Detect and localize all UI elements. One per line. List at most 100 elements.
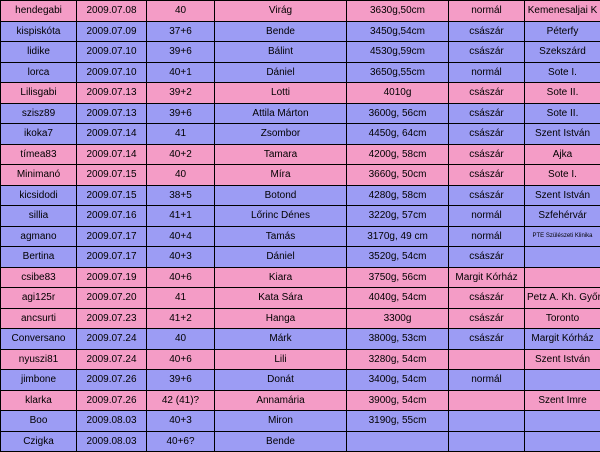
date-cell: 2009.07.17: [76, 246, 147, 268]
weight-length-cell: 3900g, 54cm: [346, 389, 449, 411]
weight-length-cell: 3750g, 56cm: [346, 266, 449, 288]
table-row: agmano 2009.07.17 40+4 Tamás 3170g, 49 cm nor…: [0, 225, 600, 247]
table-row: hendegabi 2009.07.08 40 Virág 3630g,50cm norm…: [0, 0, 600, 22]
username-cell: lidike: [0, 41, 77, 63]
hospital-cell: Ajka: [524, 143, 600, 165]
week-cell: 40+6: [146, 266, 215, 288]
table-row: kicsidodi 2009.07.15 38+5 Botond 4280g, 58cm…: [0, 184, 600, 206]
weight-length-cell: 3220g, 57cm: [346, 205, 449, 227]
delivery-cell: normál: [448, 225, 525, 247]
username-cell: ikoka7: [0, 123, 77, 145]
delivery-cell: császár: [448, 287, 525, 309]
week-cell: 37+6: [146, 20, 215, 42]
username-cell: kispiskóta: [0, 20, 77, 42]
hospital-cell: Sote I.: [524, 164, 600, 186]
baby-name-cell: Miron: [214, 410, 347, 432]
date-cell: 2009.07.26: [76, 369, 147, 391]
delivery-cell: császár: [448, 164, 525, 186]
week-cell: 40+4: [146, 225, 215, 247]
hospital-cell: [524, 430, 600, 452]
date-cell: 2009.07.10: [76, 61, 147, 83]
table-row: nyuszi81 2009.07.24 40+6 Lili 3280g, 54cm Sze…: [0, 348, 600, 370]
weight-length-cell: 4040g, 54cm: [346, 287, 449, 309]
weight-length-cell: 3400g, 54cm: [346, 369, 449, 391]
baby-name-cell: Bálint: [214, 41, 347, 63]
date-cell: 2009.07.16: [76, 205, 147, 227]
weight-length-cell: 4280g, 58cm: [346, 184, 449, 206]
hospital-cell: Szfehérvár: [524, 205, 600, 227]
baby-name-cell: Hanga: [214, 307, 347, 329]
baby-name-cell: Lőrinc Dénes: [214, 205, 347, 227]
delivery-cell: [448, 410, 525, 432]
date-cell: 2009.07.24: [76, 328, 147, 350]
week-cell: 39+6: [146, 41, 215, 63]
weight-length-cell: 3170g, 49 cm: [346, 225, 449, 247]
username-cell: Conversano: [0, 328, 77, 350]
date-cell: 2009.07.15: [76, 184, 147, 206]
baby-name-cell: Annamária: [214, 389, 347, 411]
date-cell: 2009.07.14: [76, 143, 147, 165]
week-cell: 40+6: [146, 348, 215, 370]
week-cell: 40+3: [146, 410, 215, 432]
hospital-cell: Szekszárd: [524, 41, 600, 63]
username-cell: agmano: [0, 225, 77, 247]
delivery-cell: normál: [448, 61, 525, 83]
week-cell: 41+1: [146, 205, 215, 227]
hospital-cell: [524, 246, 600, 268]
username-cell: csibe83: [0, 266, 77, 288]
delivery-cell: normál: [448, 369, 525, 391]
hospital-cell: Petz A. Kh. Győr: [524, 287, 600, 309]
week-cell: 39+6: [146, 102, 215, 124]
username-cell: agi125r: [0, 287, 77, 309]
table-row: szisz89 2009.07.13 39+6 Attila Márton 3600g,…: [0, 102, 600, 124]
username-cell: Lilisgabi: [0, 82, 77, 104]
table-row: kispiskóta 2009.07.09 37+6 Bende 3450g,54cm c…: [0, 20, 600, 42]
hospital-cell: PTE Szülészeti Klinika: [524, 225, 600, 247]
date-cell: 2009.07.13: [76, 82, 147, 104]
baby-name-cell: Zsombor: [214, 123, 347, 145]
baby-name-cell: Donát: [214, 369, 347, 391]
date-cell: 2009.07.24: [76, 348, 147, 370]
baby-name-cell: Bende: [214, 20, 347, 42]
weight-length-cell: 4450g, 64cm: [346, 123, 449, 145]
weight-length-cell: 3280g, 54cm: [346, 348, 449, 370]
week-cell: 41+2: [146, 307, 215, 329]
week-cell: 40: [146, 164, 215, 186]
weight-length-cell: 3630g,50cm: [346, 0, 449, 22]
delivery-cell: császár: [448, 82, 525, 104]
weight-length-cell: 4200g, 58cm: [346, 143, 449, 165]
delivery-cell: normál: [448, 205, 525, 227]
date-cell: 2009.07.23: [76, 307, 147, 329]
baby-name-cell: Márk: [214, 328, 347, 350]
weight-length-cell: 3660g, 50cm: [346, 164, 449, 186]
delivery-cell: [448, 348, 525, 370]
week-cell: 41: [146, 123, 215, 145]
hospital-cell: Szent Imre: [524, 389, 600, 411]
delivery-cell: [448, 389, 525, 411]
weight-length-cell: [346, 430, 449, 452]
table-row: Boo 2009.08.03 40+3 Miron 3190g, 55cm: [0, 410, 600, 432]
username-cell: Bertina: [0, 246, 77, 268]
table-row: ikoka7 2009.07.14 41 Zsombor 4450g, 64cm csás…: [0, 123, 600, 145]
date-cell: 2009.07.10: [76, 41, 147, 63]
baby-name-cell: Kiara: [214, 266, 347, 288]
weight-length-cell: 3520g, 54cm: [346, 246, 449, 268]
baby-name-cell: Botond: [214, 184, 347, 206]
table-row: agi125r 2009.07.20 41 Kata Sára 4040g, 54cm c…: [0, 287, 600, 309]
hospital-cell: Sote II.: [524, 82, 600, 104]
delivery-cell: császár: [448, 184, 525, 206]
username-cell: tímea83: [0, 143, 77, 165]
table-row: lidike 2009.07.10 39+6 Bálint 4530g,59cm csás…: [0, 41, 600, 63]
username-cell: ancsurti: [0, 307, 77, 329]
delivery-cell: császár: [448, 20, 525, 42]
weight-length-cell: 4530g,59cm: [346, 41, 449, 63]
week-cell: 40+2: [146, 143, 215, 165]
week-cell: 39+2: [146, 82, 215, 104]
weight-length-cell: 3650g,55cm: [346, 61, 449, 83]
username-cell: Boo: [0, 410, 77, 432]
date-cell: 2009.07.26: [76, 389, 147, 411]
table-row: klarka 2009.07.26 42 (41)? Annamária 3900g, …: [0, 389, 600, 411]
weight-length-cell: 3300g: [346, 307, 449, 329]
table-row: Lilisgabi 2009.07.13 39+2 Lotti 4010g császár…: [0, 82, 600, 104]
